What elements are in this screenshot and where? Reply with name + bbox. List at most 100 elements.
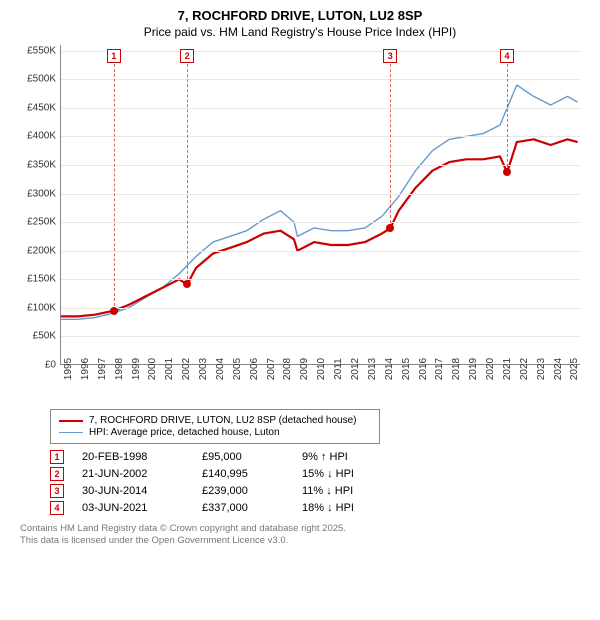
legend-swatch <box>59 420 83 422</box>
x-tick-label: 2024 <box>553 358 564 380</box>
marker-guideline <box>507 49 508 172</box>
marker-price: £337,000 <box>202 502 302 514</box>
plot-region: 1 2 3 4 <box>60 45 580 365</box>
table-row: 4 03-JUN-2021 £337,000 18% ↓ HPI <box>50 501 580 515</box>
marker-dot <box>110 307 118 315</box>
x-tick-label: 2005 <box>232 358 243 380</box>
table-row: 3 30-JUN-2014 £239,000 11% ↓ HPI <box>50 484 580 498</box>
marker-guideline <box>390 49 391 228</box>
series-line <box>61 85 578 319</box>
x-tick-label: 1996 <box>80 358 91 380</box>
x-tick-label: 2010 <box>316 358 327 380</box>
marker-flag: 4 <box>500 49 514 63</box>
marker-price: £140,995 <box>202 468 302 480</box>
marker-price: £239,000 <box>202 485 302 497</box>
y-tick-label: £100K <box>27 302 56 313</box>
x-tick-label: 2016 <box>418 358 429 380</box>
marker-badge: 2 <box>50 467 64 481</box>
x-tick-label: 1995 <box>63 358 74 380</box>
x-tick-label: 1997 <box>97 358 108 380</box>
marker-date: 03-JUN-2021 <box>82 502 202 514</box>
marker-dot <box>386 224 394 232</box>
gridline <box>61 308 580 309</box>
legend-label: HPI: Average price, detached house, Luto… <box>89 427 280 438</box>
x-tick-label: 2002 <box>181 358 192 380</box>
x-tick-label: 2015 <box>401 358 412 380</box>
marker-badge: 1 <box>50 450 64 464</box>
marker-price: £95,000 <box>202 451 302 463</box>
marker-dot <box>183 280 191 288</box>
x-tick-label: 2009 <box>299 358 310 380</box>
legend-item: HPI: Average price, detached house, Luto… <box>59 427 371 438</box>
gridline <box>61 136 580 137</box>
y-tick-label: £50K <box>33 331 56 342</box>
x-tick-label: 2012 <box>350 358 361 380</box>
marker-guideline <box>114 49 115 311</box>
x-tick-label: 2011 <box>333 358 344 380</box>
y-tick-label: £450K <box>27 102 56 113</box>
legend-item: 7, ROCHFORD DRIVE, LUTON, LU2 8SP (detac… <box>59 415 371 426</box>
x-tick-label: 1999 <box>131 358 142 380</box>
x-tick-label: 2025 <box>569 358 580 380</box>
footer-line: Contains HM Land Registry data © Crown c… <box>20 523 580 535</box>
marker-flag: 3 <box>383 49 397 63</box>
x-tick-label: 2008 <box>282 358 293 380</box>
marker-dot <box>503 168 511 176</box>
x-tick-label: 2014 <box>384 358 395 380</box>
marker-flag: 1 <box>107 49 121 63</box>
marker-badge: 4 <box>50 501 64 515</box>
marker-table: 1 20-FEB-1998 £95,000 9% ↑ HPI 2 21-JUN-… <box>50 450 580 515</box>
line-chart-svg <box>61 45 580 364</box>
marker-pct: 11% ↓ HPI <box>302 485 412 497</box>
x-tick-label: 2013 <box>367 358 378 380</box>
marker-date: 20-FEB-1998 <box>82 451 202 463</box>
x-tick-label: 1998 <box>114 358 125 380</box>
x-tick-label: 2000 <box>147 358 158 380</box>
gridline <box>61 279 580 280</box>
marker-pct: 18% ↓ HPI <box>302 502 412 514</box>
x-tick-label: 2019 <box>468 358 479 380</box>
y-tick-label: £0 <box>45 360 56 371</box>
gridline <box>61 165 580 166</box>
marker-pct: 15% ↓ HPI <box>302 468 412 480</box>
marker-flag: 2 <box>180 49 194 63</box>
chart-title: 7, ROCHFORD DRIVE, LUTON, LU2 8SP <box>10 8 590 23</box>
gridline <box>61 79 580 80</box>
footer-attribution: Contains HM Land Registry data © Crown c… <box>20 523 580 548</box>
x-tick-label: 2022 <box>519 358 530 380</box>
gridline <box>61 222 580 223</box>
legend-label: 7, ROCHFORD DRIVE, LUTON, LU2 8SP (detac… <box>89 415 357 426</box>
gridline <box>61 194 580 195</box>
y-tick-label: £150K <box>27 274 56 285</box>
x-tick-label: 2020 <box>485 358 496 380</box>
chart-subtitle: Price paid vs. HM Land Registry's House … <box>10 25 590 39</box>
x-tick-label: 2018 <box>451 358 462 380</box>
y-tick-label: £250K <box>27 217 56 228</box>
gridline <box>61 336 580 337</box>
gridline <box>61 251 580 252</box>
page: 7, ROCHFORD DRIVE, LUTON, LU2 8SP Price … <box>0 0 600 620</box>
marker-date: 21-JUN-2002 <box>82 468 202 480</box>
legend: 7, ROCHFORD DRIVE, LUTON, LU2 8SP (detac… <box>50 409 380 444</box>
y-tick-label: £500K <box>27 74 56 85</box>
title-block: 7, ROCHFORD DRIVE, LUTON, LU2 8SP Price … <box>10 8 590 39</box>
footer-line: This data is licensed under the Open Gov… <box>20 535 580 547</box>
x-tick-label: 2001 <box>164 358 175 380</box>
chart-area: £0£50K£100K£150K£200K£250K£300K£350K£400… <box>20 45 580 405</box>
y-tick-label: £550K <box>27 45 56 56</box>
table-row: 2 21-JUN-2002 £140,995 15% ↓ HPI <box>50 467 580 481</box>
marker-badge: 3 <box>50 484 64 498</box>
x-tick-label: 2006 <box>249 358 260 380</box>
marker-pct: 9% ↑ HPI <box>302 451 412 463</box>
table-row: 1 20-FEB-1998 £95,000 9% ↑ HPI <box>50 450 580 464</box>
x-tick-label: 2021 <box>502 358 513 380</box>
marker-guideline <box>187 49 188 284</box>
legend-swatch <box>59 432 83 433</box>
gridline <box>61 108 580 109</box>
marker-date: 30-JUN-2014 <box>82 485 202 497</box>
y-tick-label: £200K <box>27 245 56 256</box>
y-tick-label: £400K <box>27 131 56 142</box>
x-tick-label: 2017 <box>434 358 445 380</box>
x-tick-label: 2023 <box>536 358 547 380</box>
x-tick-label: 2007 <box>266 358 277 380</box>
